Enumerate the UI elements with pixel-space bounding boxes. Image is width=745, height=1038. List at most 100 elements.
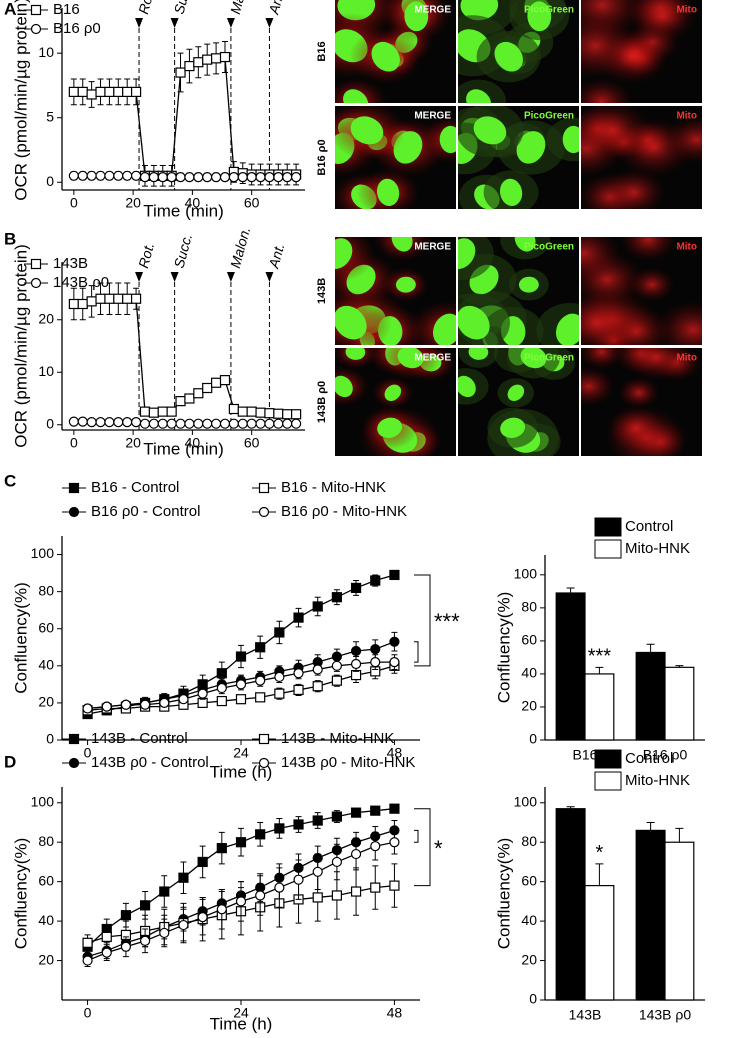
x-tick-label: 0: [70, 435, 78, 451]
point: [210, 418, 222, 429]
point: [274, 627, 285, 638]
point: [350, 645, 362, 657]
point: [166, 406, 177, 417]
x-tick-label: 20: [125, 435, 141, 451]
point: [350, 807, 362, 818]
point: [255, 418, 266, 429]
legend-swatch: [594, 771, 622, 791]
legend-label: 143B - Mito-HNK: [281, 730, 394, 747]
legend-label: Mito-HNK: [625, 540, 690, 557]
point: [95, 170, 106, 181]
point: [210, 53, 222, 64]
y-tick-label: 40: [38, 657, 54, 673]
panel-label: B: [4, 229, 16, 248]
point: [30, 277, 42, 289]
point: [331, 651, 342, 662]
bracket: [414, 641, 419, 663]
point: [246, 171, 257, 183]
x-axis-label: Time (h): [210, 762, 273, 781]
cytoplasm: [581, 290, 638, 345]
nucleus: [335, 305, 367, 340]
y-tick-label: 0: [46, 173, 54, 189]
cytoplasm: [607, 406, 665, 450]
point: [68, 170, 79, 181]
point: [273, 171, 284, 183]
point: [166, 171, 177, 183]
point: [293, 612, 304, 623]
point: [30, 258, 42, 270]
y-axis-label: Confluency(%): [11, 582, 30, 694]
point: [293, 874, 304, 885]
point: [389, 880, 400, 891]
y-tick-label: 0: [529, 731, 537, 747]
bar: [635, 651, 666, 741]
point: [264, 418, 275, 429]
point: [246, 418, 257, 429]
point: [68, 86, 79, 98]
point: [370, 657, 381, 668]
point: [264, 408, 275, 419]
point: [291, 418, 302, 429]
point: [258, 482, 270, 494]
point: [331, 592, 342, 603]
x-tick-label: 0: [70, 195, 78, 211]
x-tick-label: 24: [233, 745, 249, 761]
error-bar: [566, 806, 575, 809]
point: [30, 23, 42, 35]
x-tick-label: 60: [244, 195, 260, 211]
point: [389, 636, 400, 647]
point: [68, 733, 80, 745]
point: [193, 418, 204, 429]
micrograph: [581, 106, 702, 209]
y-tick-label: 60: [521, 632, 537, 648]
error-bar: [646, 822, 655, 831]
nucleus: [432, 313, 456, 345]
point: [202, 418, 213, 429]
image-label: MERGE: [414, 353, 451, 364]
legend-label: Control: [625, 750, 673, 767]
nucleus: [458, 238, 476, 270]
point: [130, 86, 142, 98]
y-tick-label: 5: [46, 108, 54, 124]
bar: [555, 808, 586, 1001]
nucleus: [500, 178, 523, 207]
y-tick-label: 40: [521, 665, 537, 681]
significance: ***: [588, 646, 612, 668]
micrograph: [335, 237, 456, 345]
point: [113, 417, 124, 428]
legend-label: 143B ρ0: [53, 274, 109, 291]
y-tick-label: 60: [38, 872, 54, 888]
nucleus: [555, 313, 579, 345]
cytoplasm: [581, 237, 622, 283]
point: [139, 171, 151, 183]
y-tick-label: 80: [38, 582, 54, 598]
point: [130, 417, 142, 428]
y-tick-label: 0: [46, 731, 54, 747]
event-label: Rot.: [135, 241, 157, 270]
point: [101, 947, 112, 958]
micrograph: [458, 106, 579, 209]
point: [258, 506, 270, 518]
point: [197, 697, 208, 709]
point: [68, 298, 79, 310]
point: [274, 823, 285, 834]
legend-swatch: [594, 517, 622, 537]
point: [219, 51, 231, 63]
point: [120, 699, 132, 710]
point: [77, 416, 88, 427]
point: [68, 416, 79, 427]
micrograph: [581, 237, 702, 345]
nucleus: [507, 384, 525, 401]
event-arrow: [265, 18, 274, 28]
point: [282, 418, 293, 429]
nucleus: [337, 0, 376, 21]
point: [178, 872, 189, 883]
y-tick-label: 80: [38, 833, 54, 849]
point: [82, 937, 93, 948]
cytoplasm: [602, 168, 666, 209]
point: [255, 171, 266, 183]
point: [95, 86, 106, 98]
point: [331, 890, 342, 901]
micrograph: [458, 0, 579, 103]
x-axis-label: Time (h): [210, 1014, 273, 1033]
